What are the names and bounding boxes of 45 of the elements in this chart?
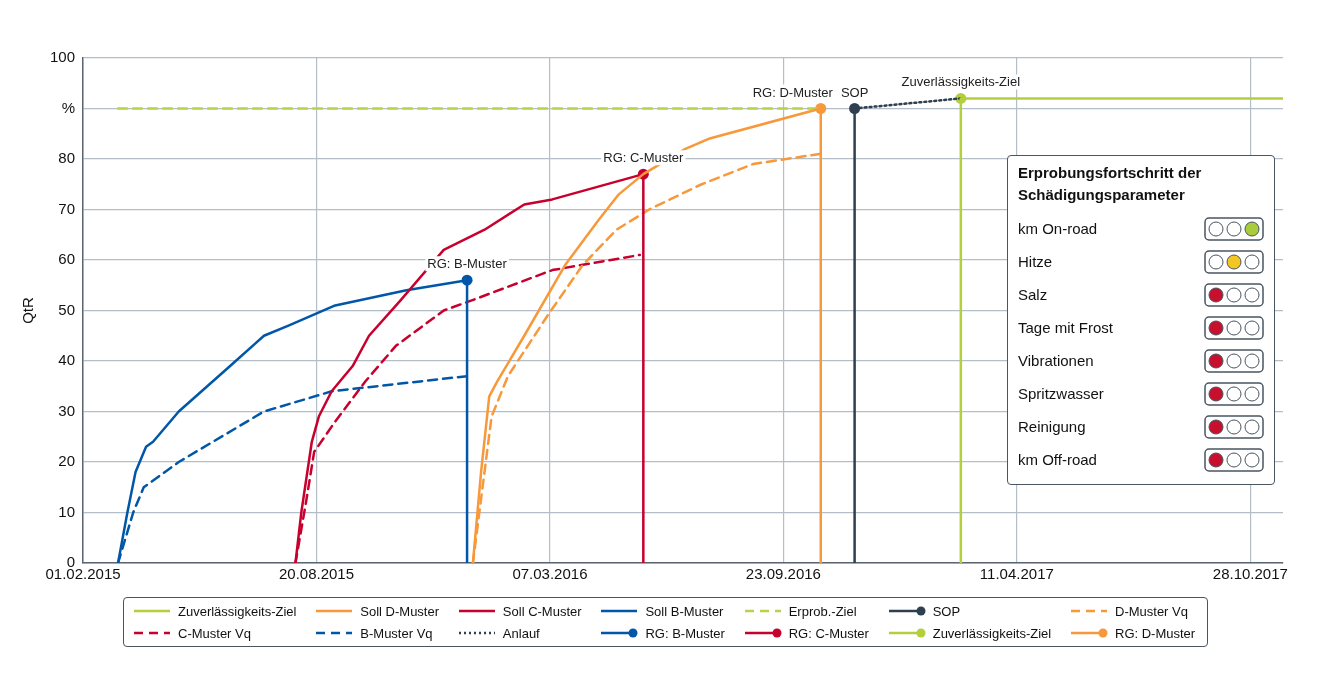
x-tick-label: 07.03.2016	[512, 565, 588, 583]
x-tick-label: 28.10.2017	[1212, 565, 1288, 583]
legend-label: Anlauf	[502, 625, 540, 641]
y-tick-label: %	[61, 98, 76, 116]
y-axis-title: QtR	[19, 297, 37, 324]
category-label: Hitze	[1018, 253, 1053, 270]
y-tick-label: 70	[58, 199, 76, 217]
y-tick-label: 20	[58, 452, 76, 470]
legend-label: Zuverlässigkeits-Ziel	[932, 625, 1052, 641]
legend-label: RG: D-Muster	[1115, 625, 1196, 641]
category-label: Vibrationen	[1018, 352, 1094, 369]
annotation: RG: C-Muster	[603, 150, 685, 166]
category-label: Reinigung	[1018, 418, 1086, 435]
y-tick-label: 40	[58, 351, 76, 369]
legend-label: B-Muster Vq	[360, 625, 433, 641]
legend-label: Zuverlässigkeits-Ziel	[178, 603, 297, 619]
text: Erprobungsfortschritt der Schädigungsparameter	[1018, 163, 1203, 205]
category-label: Spritzwasser	[1018, 385, 1104, 402]
legend-label: Soll B-Muster	[645, 603, 724, 619]
y-tick-label: 10	[58, 502, 76, 520]
x-tick-label: 23.09.2016	[745, 565, 821, 583]
y-tick-label: 50	[58, 300, 76, 318]
category-label: km On-road	[1018, 220, 1098, 237]
y-tick-label: 80	[58, 149, 76, 167]
category-label: Salz	[1018, 286, 1048, 303]
category-label: Tage mit Frost	[1018, 319, 1114, 336]
y-tick-label: 100	[50, 48, 76, 66]
annotation: SOP	[840, 84, 869, 100]
legend-label: RG: C-Muster	[788, 625, 869, 641]
legend-label: SOP	[932, 603, 961, 619]
y-tick-label: 60	[58, 250, 76, 268]
y-tick-label: 30	[58, 401, 76, 419]
x-tick-label: 20.08.2015	[278, 565, 355, 583]
category-label: km Off-road	[1018, 451, 1097, 468]
annotation: Zuverlässigkeits-Ziel	[901, 74, 1021, 90]
legend-label: D-Muster Vq	[1115, 603, 1188, 619]
annotation: RG: B-Muster	[427, 256, 508, 272]
legend-label: Soll D-Muster	[360, 603, 440, 619]
legend-label: C-Muster Vq	[178, 625, 251, 641]
legend-label: Erprob.-Ziel	[788, 603, 857, 619]
x-tick-label: 11.04.2017	[979, 565, 1054, 583]
legend-label: Soll C-Muster	[502, 603, 582, 619]
annotation: RG: D-Muster	[752, 84, 834, 100]
point	[849, 103, 861, 114]
legend-label: RG: B-Muster	[645, 625, 725, 641]
